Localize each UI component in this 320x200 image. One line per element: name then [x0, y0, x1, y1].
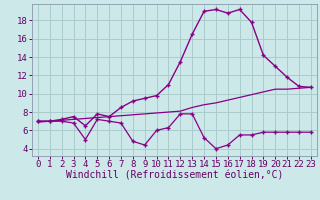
X-axis label: Windchill (Refroidissement éolien,°C): Windchill (Refroidissement éolien,°C) [66, 171, 283, 181]
